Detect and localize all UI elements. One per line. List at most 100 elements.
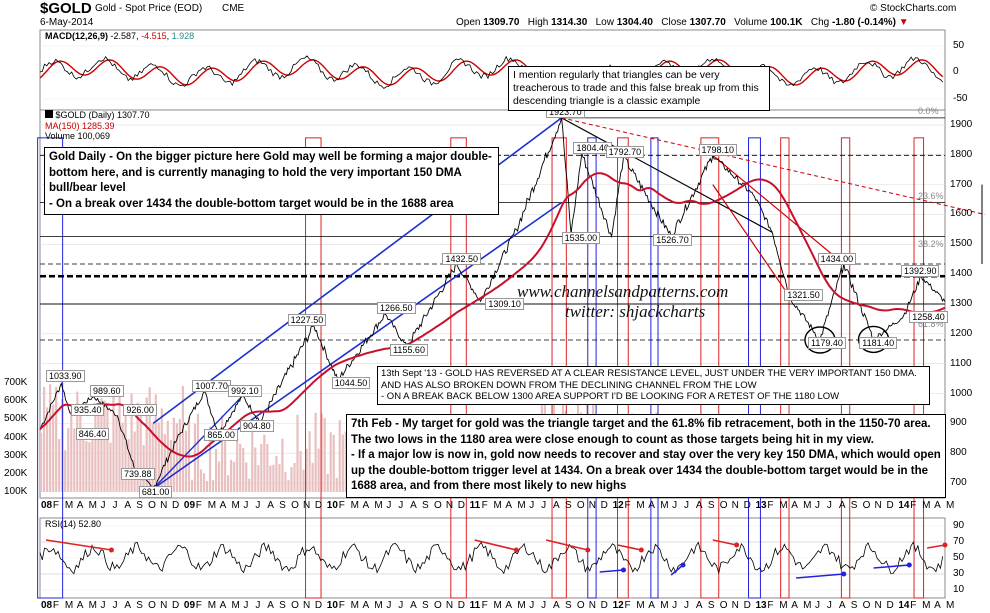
volume-bar	[130, 393, 133, 492]
volume-tick-label: 500K	[4, 413, 28, 425]
x-tick-label-bottom: J	[541, 600, 547, 611]
rsi-arrow-head	[942, 542, 948, 548]
volume-bar	[127, 439, 130, 492]
x-tick-label-top: J	[398, 500, 404, 511]
volume-bar	[260, 443, 263, 492]
channel-mini	[152, 395, 243, 490]
rsi-arrow	[712, 539, 737, 546]
x-tick-label-top: S	[707, 500, 715, 511]
x-tick-label-top: J	[112, 500, 118, 511]
x-tick-label-top: 09	[183, 500, 196, 511]
x-tick-label-top: M	[779, 500, 788, 511]
volume-bar	[70, 411, 73, 492]
volume-bar	[64, 450, 67, 492]
rsi-tick-label: 70	[953, 536, 965, 547]
x-tick-label-bottom: J	[112, 600, 118, 611]
x-tick-label-top: J	[243, 500, 249, 511]
volume-bar	[46, 407, 49, 492]
x-tick-label-top: D	[600, 500, 608, 511]
volume-bar	[163, 434, 166, 492]
x-tick-label-bottom: F	[195, 600, 202, 611]
x-tick-label-top: M	[493, 500, 502, 511]
price-point-label: 989.60	[90, 384, 124, 397]
rsi-arrow-head	[620, 567, 626, 573]
rsi-arrow	[545, 539, 588, 551]
price-point-label: 1258.40	[909, 311, 948, 324]
price-tick-label: 1800	[950, 148, 973, 160]
x-tick-label-top: M	[636, 500, 645, 511]
volume-bar	[217, 461, 221, 492]
x-tick-label-top: M	[517, 500, 526, 511]
high-label: High	[527, 17, 549, 28]
x-tick-label-bottom: M	[88, 600, 97, 611]
x-tick-label-bottom: N	[731, 600, 739, 611]
price-point-label: 992.10	[228, 384, 262, 397]
x-tick-label-bottom: J	[826, 600, 832, 611]
volume-bar	[136, 402, 139, 492]
volume-bar	[211, 480, 215, 492]
x-tick-label-top: A	[219, 500, 227, 511]
volume-bar	[49, 384, 52, 492]
volume-bar	[335, 477, 338, 492]
x-tick-label-top: N	[302, 500, 311, 511]
x-tick-label-top: A	[648, 500, 655, 511]
volume-bar	[269, 465, 272, 492]
x-tick-label-bottom: F	[910, 600, 917, 611]
x-tick-label-bottom: A	[267, 600, 274, 611]
price-point-label: 1155.60	[390, 344, 428, 357]
x-tick-label-bottom: M	[350, 600, 359, 611]
x-tick-label-bottom: A	[934, 600, 941, 611]
x-tick-label-top: F	[624, 500, 631, 511]
volume-bar	[326, 473, 329, 492]
rsi-arrow-head	[680, 562, 686, 568]
volume-bar	[275, 455, 278, 492]
volume-bar	[172, 417, 175, 492]
price-tick-label: 700	[950, 477, 967, 489]
x-tick-label-top: S	[850, 500, 858, 511]
volume-bar	[227, 475, 230, 492]
x-tick-label-bottom: F	[338, 600, 345, 611]
volume-bar	[91, 431, 94, 492]
volume-bar	[338, 420, 341, 492]
price-legend-ma: MA(150) 1285.39	[45, 121, 115, 131]
chg-value: -1.80 (-0.14%)	[831, 17, 896, 28]
volume-bar	[202, 473, 206, 492]
volume-tick-label: 300K	[4, 449, 28, 461]
x-tick-label-bottom: A	[553, 600, 560, 611]
x-tick-label-bottom: M	[493, 600, 502, 611]
x-tick-label-bottom: S	[422, 600, 429, 611]
x-tick-label-top: A	[410, 500, 417, 511]
volume-bar	[293, 462, 296, 492]
price-tick-label: 1000	[950, 387, 973, 399]
x-tick-label-top: 13	[755, 500, 767, 511]
price-tick-label: 1700	[950, 178, 973, 190]
volume-bar	[187, 416, 191, 492]
fib-label: 38.2%	[918, 239, 944, 250]
volume-bar	[341, 434, 344, 492]
fib-label: 61.8%	[918, 318, 944, 329]
x-tick-label-bottom: O	[719, 600, 728, 611]
volume-bar	[94, 407, 97, 492]
volume-bar	[329, 432, 332, 492]
volume-bar	[100, 397, 103, 492]
rsi-arrow-head	[734, 542, 740, 548]
ma150-line	[39, 172, 946, 458]
x-tick-label-top: 14	[898, 500, 910, 511]
x-tick-label-top: J	[826, 500, 832, 511]
volume-bar	[82, 431, 85, 492]
x-tick-label-top: M	[946, 500, 955, 511]
x-tick-label-top: F	[195, 500, 202, 511]
x-tick-label-bottom: M	[374, 600, 383, 611]
price-tick-label: 1400	[950, 268, 973, 280]
volume-bar	[184, 430, 187, 492]
x-tick-label-bottom: A	[838, 600, 846, 611]
volume-bar	[281, 438, 284, 492]
x-tick-label-bottom: F	[624, 600, 631, 611]
x-tick-label-bottom: O	[148, 600, 156, 611]
volume-bar	[103, 400, 106, 492]
volume-bar	[139, 414, 142, 492]
price-point-label: 1798.10	[698, 143, 738, 156]
volume-bar	[55, 386, 58, 492]
volume-bar	[233, 461, 236, 492]
chg-label: Chg	[810, 17, 830, 28]
